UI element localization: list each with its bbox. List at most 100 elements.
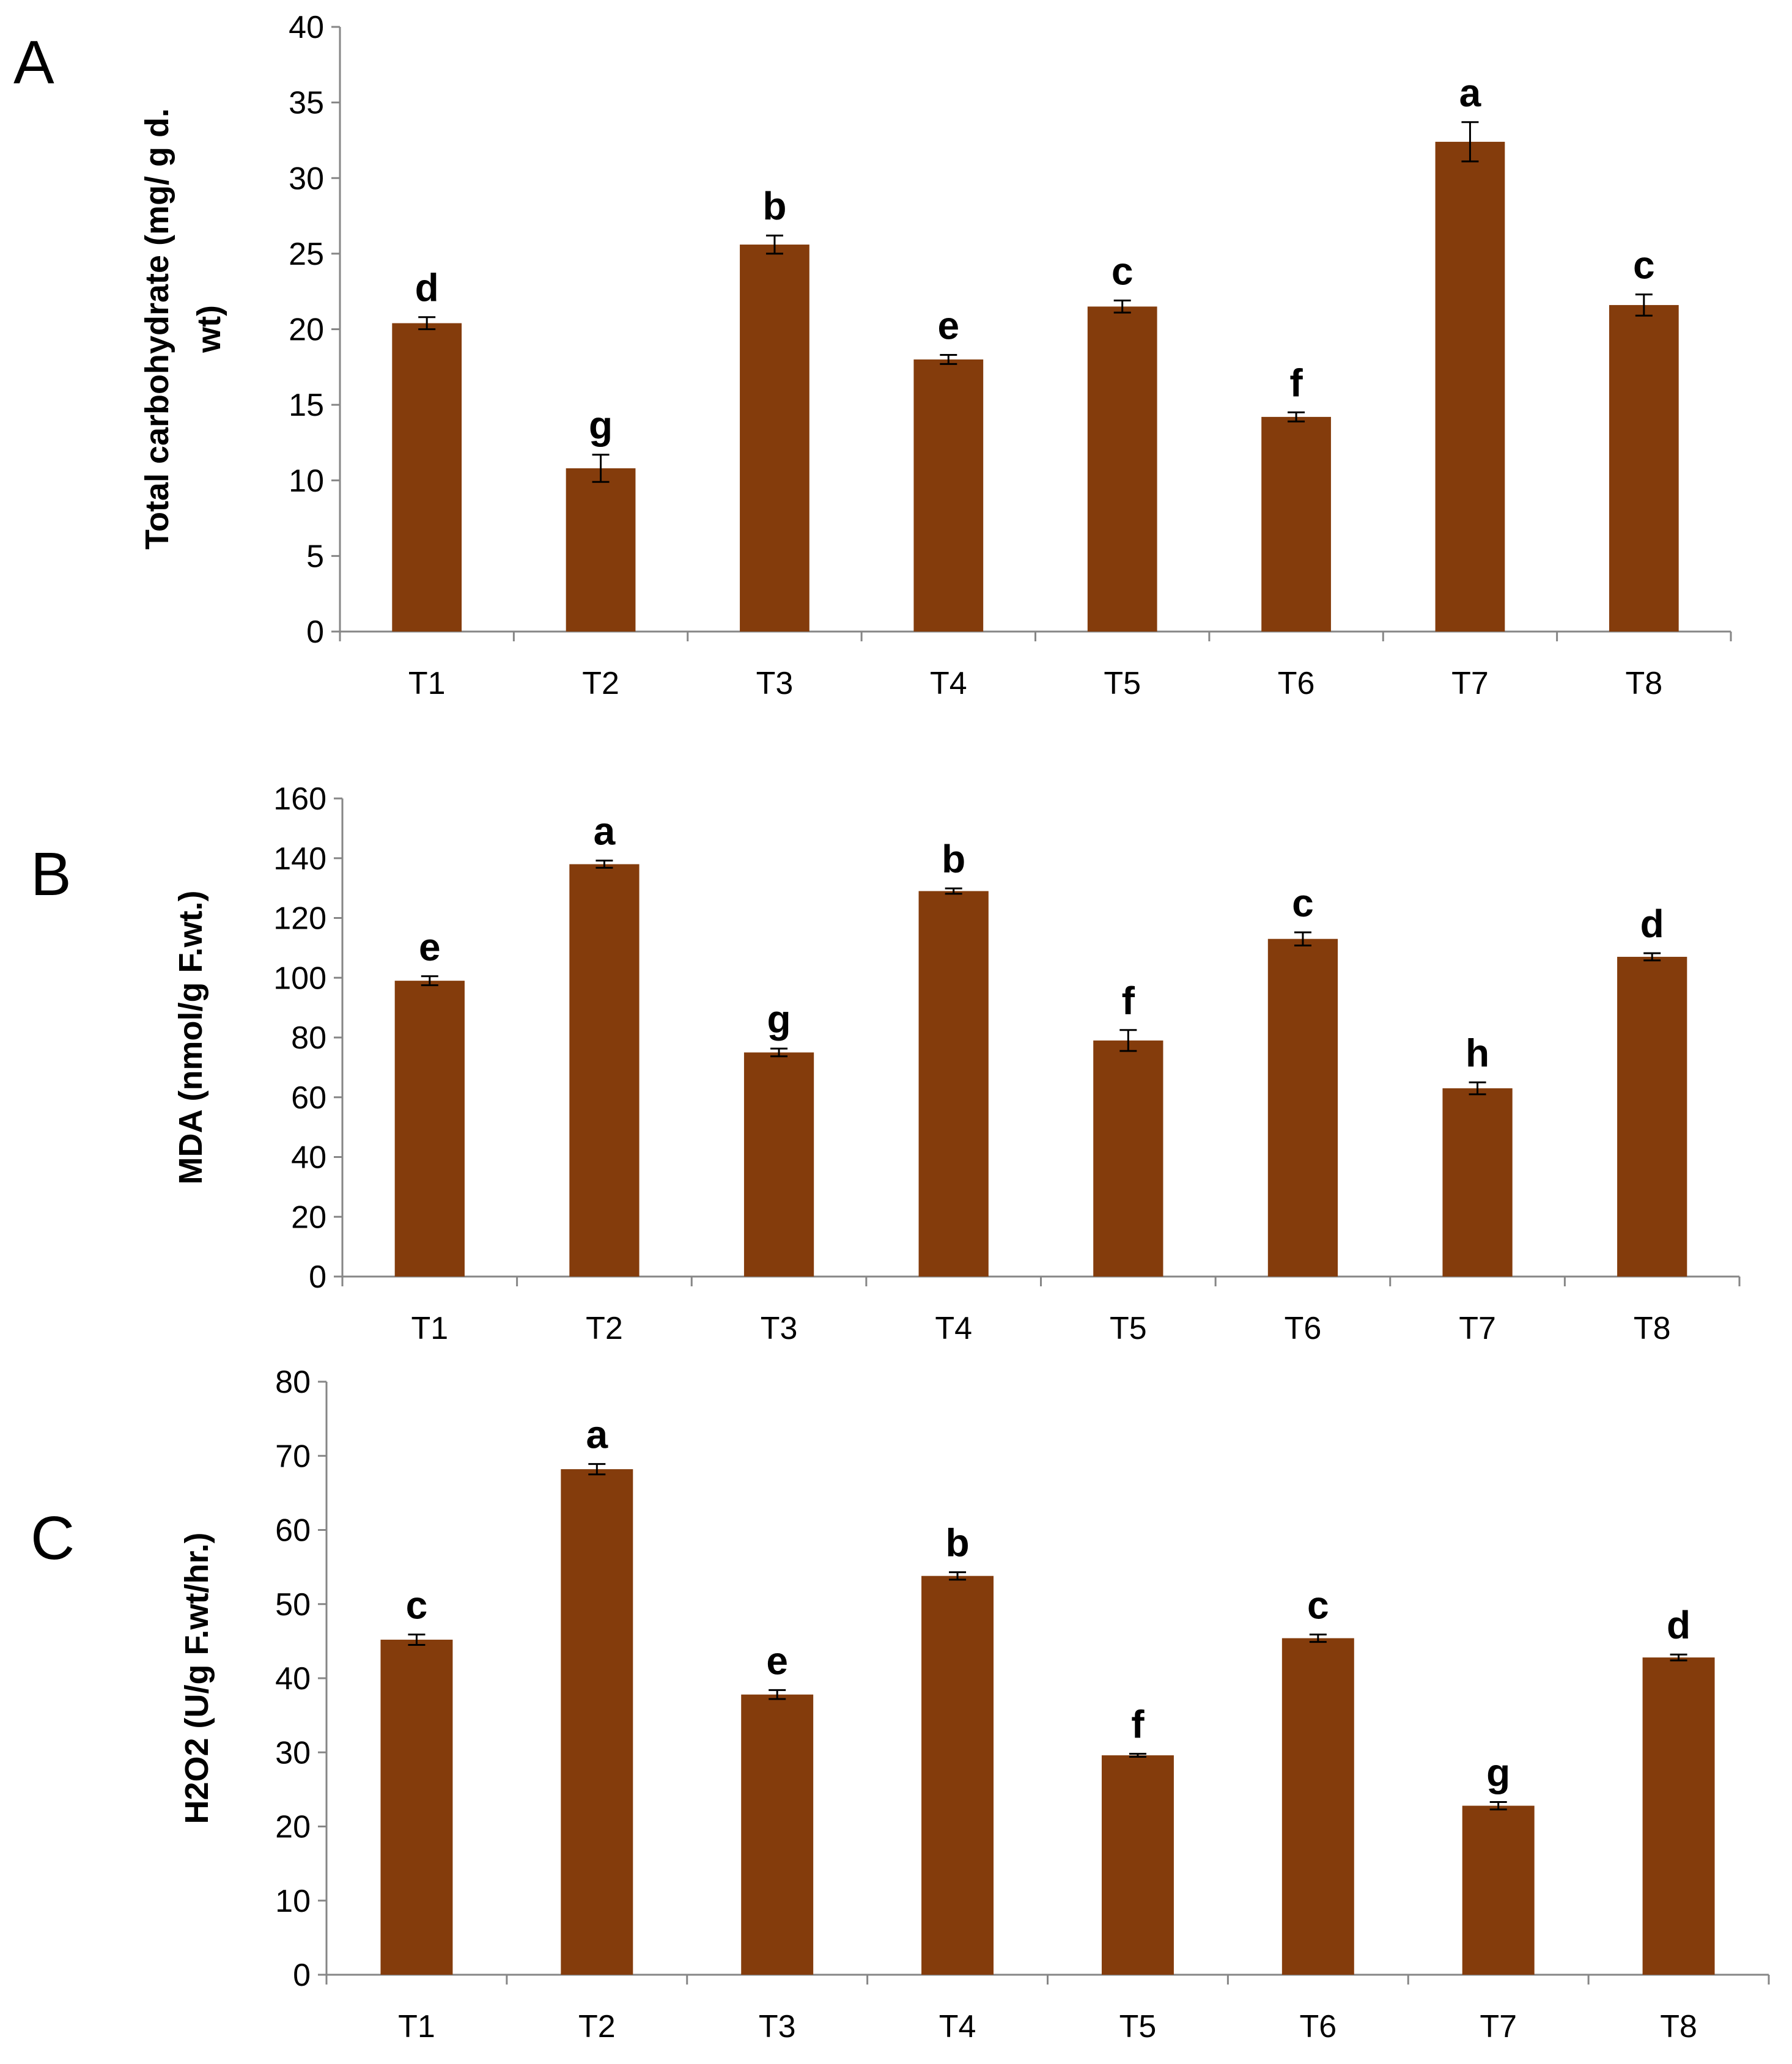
x-tick-label: T4	[935, 1311, 972, 1346]
bar-t1	[380, 1639, 453, 1975]
y-tick-label: 80	[275, 1365, 311, 1400]
x-tick-label: T6	[1278, 666, 1315, 701]
bar-t1	[392, 323, 462, 632]
y-axis-title: Total carbohydrate (mg/ g d.	[139, 108, 175, 550]
bar-t8	[1617, 957, 1687, 1277]
bar-t7	[1442, 1088, 1513, 1277]
bar-t4	[913, 359, 984, 632]
bar-t3	[743, 1052, 814, 1277]
bar-t4	[918, 891, 989, 1277]
y-tick-label: 10	[289, 463, 324, 499]
bar-t2	[566, 468, 636, 632]
chart-panel-a: 0 5 10 15 20 25 30 35 40 d T1 g T2 b T3 e T4 c T5 f T6 a T7 c T8…	[139, 10, 1732, 701]
significance-letter: c	[1307, 1583, 1329, 1627]
panel-letter-a: A	[13, 28, 54, 97]
x-tick-label: T1	[398, 2009, 435, 2044]
y-tick-label: 15	[289, 388, 324, 423]
x-tick-label: T7	[1451, 666, 1489, 701]
x-tick-label: T1	[411, 1311, 448, 1346]
y-tick-label: 50	[275, 1587, 311, 1623]
y-tick-label: 30	[275, 1735, 311, 1771]
x-tick-label: T1	[408, 666, 446, 701]
x-tick-label: T5	[1104, 666, 1141, 701]
bar-t3	[741, 1694, 814, 1975]
y-tick-label: 35	[289, 86, 324, 121]
bar-t6	[1261, 416, 1331, 632]
significance-letter: h	[1466, 1031, 1489, 1075]
significance-letter: d	[1640, 902, 1664, 946]
x-tick-label: T5	[1119, 2009, 1157, 2044]
bar-t7	[1435, 141, 1505, 632]
significance-letter: e	[766, 1638, 788, 1683]
x-tick-label: T4	[939, 2009, 976, 2044]
y-tick-label: 140	[273, 841, 326, 877]
x-tick-label: T3	[759, 2009, 796, 2044]
y-tick-label: 20	[291, 1200, 326, 1235]
significance-letter: a	[594, 809, 616, 853]
bar-t7	[1462, 1805, 1535, 1975]
y-tick-label: 20	[275, 1810, 311, 1845]
panel-letter-c: C	[31, 1504, 75, 1572]
y-axis-title: wt)	[191, 305, 227, 353]
panel-letter-b: B	[31, 840, 72, 909]
bar-t3	[740, 245, 809, 632]
x-tick-label: T8	[1634, 1311, 1671, 1346]
y-tick-label: 120	[273, 901, 326, 937]
x-tick-label: T6	[1285, 1311, 1322, 1346]
x-tick-label: T2	[578, 2009, 616, 2044]
significance-letter: g	[589, 404, 613, 448]
bar-t5	[1087, 306, 1157, 632]
y-tick-label: 0	[309, 1259, 326, 1295]
x-tick-label: T5	[1110, 1311, 1147, 1346]
y-tick-label: 80	[291, 1020, 326, 1056]
y-tick-label: 60	[275, 1513, 311, 1549]
bar-t5	[1093, 1040, 1163, 1277]
significance-letter: b	[946, 1521, 970, 1565]
significance-letter: f	[1289, 361, 1303, 405]
y-tick-label: 160	[273, 781, 326, 817]
y-tick-label: 0	[306, 614, 324, 650]
chart-panel-c: 0 10 20 30 40 50 60 70 80 c T1 a T2 e T3 b T4 f T5 c T6 g T7 d T…	[179, 1365, 1770, 2044]
significance-letter: b	[942, 837, 965, 881]
significance-letter: c	[1633, 243, 1655, 287]
y-tick-label: 5	[306, 539, 324, 574]
bar-t8	[1642, 1657, 1715, 1975]
bar-t2	[569, 864, 640, 1277]
x-tick-label: T7	[1459, 1311, 1496, 1346]
significance-letter: a	[586, 1413, 608, 1457]
y-tick-label: 40	[275, 1661, 311, 1697]
y-tick-label: 30	[289, 161, 324, 196]
significance-letter: f	[1122, 979, 1135, 1023]
bar-t4	[921, 1576, 994, 1975]
y-tick-label: 40	[289, 10, 324, 45]
significance-letter: g	[1486, 1750, 1510, 1794]
bar-t5	[1101, 1755, 1174, 1975]
y-tick-label: 25	[289, 237, 324, 272]
bar-t6	[1267, 938, 1338, 1277]
x-tick-label: T4	[930, 666, 967, 701]
significance-letter: g	[767, 997, 791, 1041]
bar-t1	[394, 981, 465, 1277]
x-tick-label: T7	[1480, 2009, 1517, 2044]
significance-letter: f	[1131, 1703, 1145, 1747]
y-tick-label: 40	[291, 1140, 326, 1176]
y-tick-label: 20	[289, 312, 324, 348]
significance-letter: c	[1112, 249, 1134, 293]
significance-letter: d	[1667, 1603, 1691, 1647]
bar-t8	[1609, 304, 1679, 632]
x-tick-label: T2	[582, 666, 619, 701]
y-tick-label: 100	[273, 960, 326, 996]
x-tick-label: T8	[1660, 2009, 1697, 2044]
y-tick-label: 10	[275, 1884, 311, 1919]
x-tick-label: T6	[1299, 2009, 1337, 2044]
x-tick-label: T3	[756, 666, 794, 701]
significance-letter: a	[1459, 71, 1481, 115]
significance-letter: e	[938, 304, 960, 348]
bar-t2	[561, 1469, 633, 1975]
x-tick-label: T8	[1625, 666, 1662, 701]
x-tick-label: T3	[761, 1311, 798, 1346]
significance-letter: e	[419, 925, 441, 969]
y-tick-label: 70	[275, 1439, 311, 1474]
